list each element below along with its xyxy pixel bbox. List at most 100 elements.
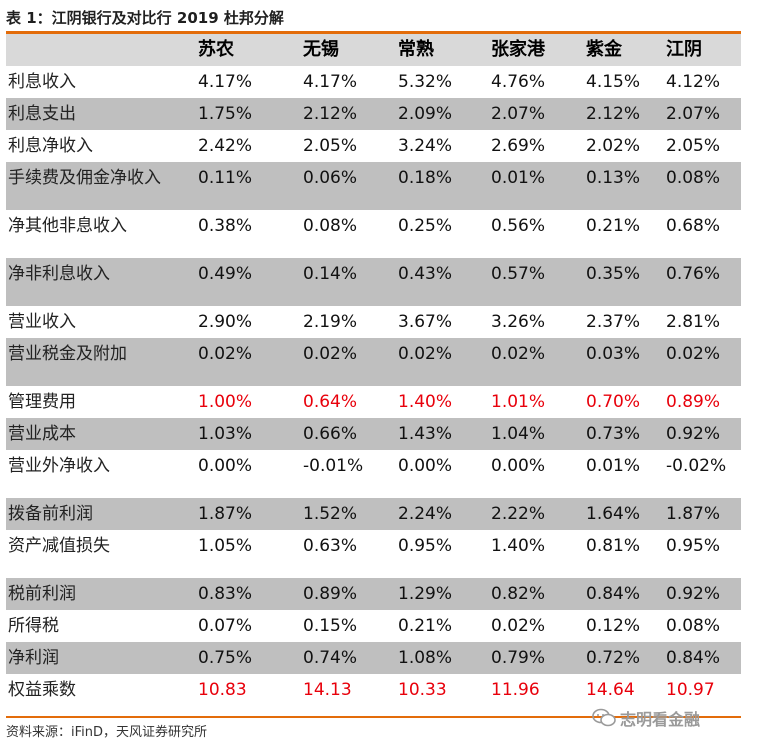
cell-value: 1.05% [198, 536, 253, 556]
table-row: 净非利息收入 0.49% 0.14% 0.43% 0.57% 0.35% 0.76% [6, 258, 741, 306]
watermark: 志明看金融 [592, 703, 700, 733]
table-row: 利息净收入 2.42% 2.05% 3.24% 2.69% 2.02% 2.05% [6, 130, 741, 162]
table-row: 税前利润 0.83% 0.89% 1.29% 0.82% 0.84% 0.92% [6, 578, 741, 610]
header-empty [6, 34, 198, 66]
cell-value: 0.00% [198, 456, 253, 476]
cell-value: 2.07% [491, 98, 586, 130]
cell-value: 0.74% [303, 642, 398, 674]
cell-value: 14.64 [586, 680, 635, 700]
cell-value: 0.25% [398, 216, 453, 236]
watermark-text: 志明看金融 [620, 710, 701, 729]
cell-value: 2.19% [303, 312, 358, 332]
table-row: 营业税金及附加 0.02% 0.02% 0.02% 0.02% 0.03% 0.02% [6, 338, 741, 386]
cell-value: 1.04% [491, 418, 586, 450]
cell-value: -0.01% [303, 456, 364, 476]
cell-value: 1.29% [398, 578, 491, 610]
row-label: 利息收入 [8, 72, 76, 92]
cell-value: 0.21% [586, 216, 641, 236]
cell-value: 3.67% [398, 312, 453, 332]
cell-value: 0.66% [303, 418, 398, 450]
cell-value: 0.02% [666, 338, 741, 386]
cell-value: 4.15% [586, 72, 641, 92]
cell-value: 2.42% [198, 136, 253, 156]
row-label: 利息净收入 [8, 136, 93, 156]
cell-value: 0.63% [303, 536, 358, 556]
cell-value: 0.11% [198, 162, 303, 210]
cell-value: 2.81% [666, 312, 721, 332]
table-row: 管理费用 1.00% 0.64% 1.40% 1.01% 0.70% 0.89% [6, 386, 741, 418]
bottom-rule [6, 716, 741, 718]
table-title: 表 1：江阴银行及对比行 2019 杜邦分解 [6, 9, 284, 27]
source-note: 资料来源：iFinD，天风证券研究所 [6, 725, 208, 740]
row-label: 营业外净收入 [8, 456, 110, 476]
cell-value: 0.76% [666, 258, 741, 306]
cell-value: 0.00% [491, 456, 546, 476]
table-row: 净其他非息收入 0.38% 0.08% 0.25% 0.56% 0.21% 0.68% [6, 210, 741, 258]
cell-value: 0.02% [491, 338, 586, 386]
table-row: 营业成本 1.03% 0.66% 1.43% 1.04% 0.73% 0.92% [6, 418, 741, 450]
row-label: 净其他非息收入 [8, 216, 127, 236]
cell-value: 3.24% [398, 136, 453, 156]
cell-value: 0.35% [586, 258, 666, 306]
cell-value: 0.49% [198, 258, 303, 306]
cell-value: 0.95% [398, 536, 453, 556]
row-label: 营业税金及附加 [6, 338, 198, 386]
cell-value: 0.89% [666, 392, 721, 412]
row-label: 净非利息收入 [6, 258, 198, 306]
cell-value: 2.09% [398, 98, 491, 130]
cell-value: 3.26% [491, 312, 546, 332]
cell-value: 5.32% [398, 72, 453, 92]
table-row: 拨备前利润 1.87% 1.52% 2.24% 2.22% 1.64% 1.87% [6, 498, 741, 530]
row-label: 净利润 [6, 642, 198, 674]
cell-value: 2.69% [491, 136, 546, 156]
row-label: 营业收入 [8, 312, 76, 332]
cell-value: 2.12% [303, 98, 398, 130]
cell-value: 2.07% [666, 98, 741, 130]
table-row: 手续费及佣金净收入 0.11% 0.06% 0.18% 0.01% 0.13% 0.08% [6, 162, 741, 210]
cell-value: 0.84% [666, 642, 741, 674]
cell-value: 10.97 [666, 680, 715, 700]
cell-value: 10.33 [398, 680, 447, 700]
cell-value: 0.02% [398, 338, 491, 386]
column-header: 常熟 [398, 34, 491, 66]
cell-value: 4.12% [666, 72, 721, 92]
table-row: 资产减值损失 1.05% 0.63% 0.95% 1.40% 0.81% 0.95% [6, 530, 741, 578]
cell-value: 0.92% [666, 418, 741, 450]
cell-value: 2.37% [586, 312, 641, 332]
cell-value: 0.92% [666, 578, 741, 610]
table-row: 净利润 0.75% 0.74% 1.08% 0.79% 0.72% 0.84% [6, 642, 741, 674]
top-rule [6, 31, 741, 34]
cell-value: 0.84% [586, 578, 666, 610]
cell-value: 4.76% [491, 72, 546, 92]
cell-value: 4.17% [198, 72, 253, 92]
cell-value: 0.00% [398, 456, 453, 476]
cell-value: 2.05% [666, 136, 721, 156]
column-header: 张家港 [491, 34, 586, 66]
row-label: 所得税 [8, 616, 59, 636]
row-label: 拨备前利润 [6, 498, 198, 530]
cell-value: 0.82% [491, 578, 586, 610]
cell-value: 0.70% [586, 392, 641, 412]
cell-value: 2.12% [586, 98, 666, 130]
cell-value: 2.02% [586, 136, 641, 156]
cell-value: 0.02% [198, 338, 303, 386]
cell-value: 1.40% [491, 536, 546, 556]
cell-value: 0.43% [398, 258, 491, 306]
cell-value: 0.07% [198, 616, 253, 636]
cell-value: 0.81% [586, 536, 641, 556]
cell-value: 1.52% [303, 498, 398, 530]
cell-value: 1.43% [398, 418, 491, 450]
table-row: 利息支出 1.75% 2.12% 2.09% 2.07% 2.12% 2.07% [6, 98, 741, 130]
table-row: 权益乘数 10.83 14.13 10.33 11.96 14.64 10.97 [6, 674, 741, 706]
cell-value: 0.08% [666, 162, 741, 210]
cell-value: 1.08% [398, 642, 491, 674]
cell-value: 0.38% [198, 216, 253, 236]
cell-value: 0.56% [491, 216, 546, 236]
cell-value: 0.14% [303, 258, 398, 306]
cell-value: 0.06% [303, 162, 398, 210]
cell-value: 1.40% [398, 392, 453, 412]
cell-value: 0.68% [666, 216, 721, 236]
cell-value: 2.90% [198, 312, 253, 332]
cell-value: 1.87% [666, 498, 741, 530]
cell-value: 0.12% [586, 616, 641, 636]
